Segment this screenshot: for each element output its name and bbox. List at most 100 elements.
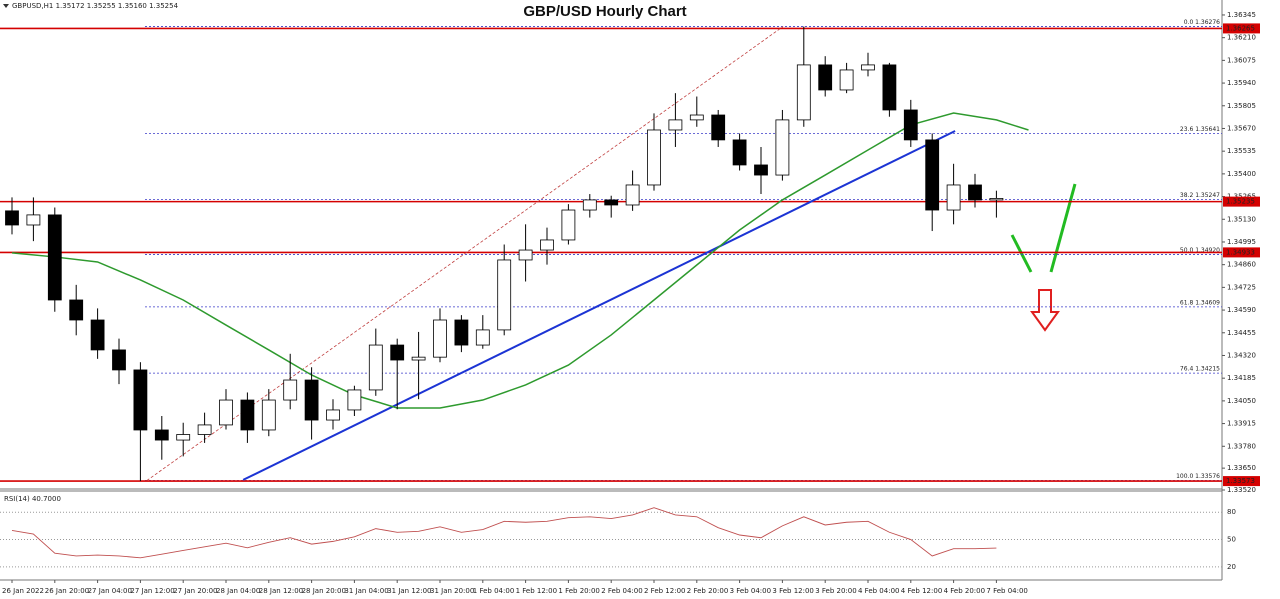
candle-body bbox=[283, 379, 298, 401]
x-tick-label: 27 Jan 04:00 bbox=[88, 587, 132, 595]
candle-body bbox=[775, 119, 790, 176]
candle-body bbox=[989, 198, 1004, 201]
candle-body bbox=[26, 214, 41, 226]
rsi-line bbox=[11, 507, 997, 559]
candle-body bbox=[219, 399, 233, 426]
y-tick-label: 1.34725 bbox=[1227, 283, 1256, 291]
candle-body bbox=[304, 379, 319, 421]
x-tick-label: 2 Feb 04:00 bbox=[601, 587, 642, 595]
y-tick-label: 1.36075 bbox=[1227, 56, 1256, 64]
x-tick-label: 1 Feb 20:00 bbox=[558, 587, 599, 595]
candle-body bbox=[475, 329, 490, 346]
y-tick-label: 1.34455 bbox=[1227, 329, 1256, 337]
candle-body bbox=[582, 199, 597, 211]
candle-body bbox=[197, 424, 212, 435]
candle-body bbox=[925, 139, 940, 211]
candle-body bbox=[689, 114, 704, 121]
candle-body bbox=[903, 109, 918, 141]
candle-body bbox=[454, 319, 469, 346]
candle-body bbox=[112, 349, 126, 371]
y-tick-label: 1.36210 bbox=[1227, 34, 1256, 42]
candle-body bbox=[47, 214, 62, 301]
x-tick-label: 27 Jan 20:00 bbox=[173, 587, 217, 595]
y-tick-label: 1.35535 bbox=[1227, 147, 1256, 155]
candle-body bbox=[754, 164, 768, 176]
y-tick-label: 1.34590 bbox=[1227, 306, 1256, 314]
candle-body bbox=[796, 64, 811, 121]
annotation-line bbox=[1049, 183, 1077, 273]
candle-body bbox=[411, 356, 426, 361]
fib-label: 76.4 1.34215 bbox=[1180, 366, 1220, 373]
y-tick-label: 1.34995 bbox=[1227, 238, 1256, 246]
down-arrow bbox=[1030, 289, 1060, 332]
candle-body bbox=[540, 239, 554, 251]
candle-body bbox=[968, 184, 982, 201]
chart-header: GBPUSD,H1 1.35172 1.35255 1.35160 1.3525… bbox=[12, 2, 179, 10]
level-tag bbox=[1223, 476, 1260, 487]
x-tick-label: 2 Feb 12:00 bbox=[644, 587, 685, 595]
candle-body bbox=[625, 184, 640, 206]
y-tick-label: 1.34050 bbox=[1227, 397, 1256, 405]
candle-body bbox=[604, 199, 619, 206]
candle-body bbox=[326, 409, 340, 421]
x-tick-label: 26 Jan 20:00 bbox=[45, 587, 89, 595]
level-tag bbox=[1223, 196, 1260, 207]
y-tick-label: 1.35805 bbox=[1227, 102, 1256, 110]
candle-body bbox=[861, 64, 875, 71]
trend-line bbox=[242, 130, 956, 481]
candle-body bbox=[561, 209, 576, 241]
x-tick-label: 28 Jan 12:00 bbox=[259, 587, 303, 595]
x-tick-label: 27 Jan 12:00 bbox=[130, 587, 174, 595]
x-tick-label: 26 Jan 2022 bbox=[2, 587, 44, 595]
chart-title: GBP/USD Hourly Chart bbox=[523, 3, 686, 20]
x-tick-label: 3 Feb 04:00 bbox=[730, 587, 771, 595]
x-tick-label: 28 Jan 20:00 bbox=[302, 587, 346, 595]
x-tick-label: 31 Jan 12:00 bbox=[387, 587, 431, 595]
x-tick-label: 3 Feb 12:00 bbox=[772, 587, 813, 595]
candle-body bbox=[69, 299, 84, 321]
candle-body bbox=[839, 69, 854, 91]
candle-body bbox=[668, 119, 683, 131]
candle-body bbox=[946, 184, 961, 211]
x-tick-label: 1 Feb 04:00 bbox=[473, 587, 514, 595]
x-tick-label: 31 Jan 04:00 bbox=[344, 587, 388, 595]
level-tag-label: 1.36265 bbox=[1226, 24, 1255, 32]
candle-body bbox=[347, 389, 362, 411]
y-tick-label: 1.34320 bbox=[1227, 351, 1256, 359]
x-tick-label: 2 Feb 20:00 bbox=[687, 587, 728, 595]
fib-label: 61.8 1.34609 bbox=[1180, 299, 1220, 306]
y-tick-label: 1.34860 bbox=[1227, 261, 1256, 269]
fib-label: 23.6 1.35641 bbox=[1180, 126, 1220, 133]
y-tick-label: 1.35130 bbox=[1227, 215, 1256, 223]
candle-body bbox=[154, 429, 169, 441]
level-tag bbox=[1223, 23, 1260, 34]
y-tick-label: 1.33520 bbox=[1227, 486, 1256, 494]
rsi-tick-label: 50 bbox=[1227, 536, 1236, 544]
x-tick-label: 4 Feb 12:00 bbox=[901, 587, 942, 595]
y-tick-label: 1.35400 bbox=[1227, 170, 1256, 178]
y-tick-label: 1.34185 bbox=[1227, 374, 1256, 382]
candle-body bbox=[390, 344, 405, 361]
y-tick-label: 1.33780 bbox=[1227, 442, 1256, 450]
fib-label: 100.0 1.33576 bbox=[1176, 473, 1220, 480]
candle-body bbox=[433, 319, 447, 358]
level-tag-label: 1.33573 bbox=[1226, 477, 1255, 485]
candle-body bbox=[261, 399, 276, 431]
y-tick-label: 1.33915 bbox=[1227, 420, 1256, 428]
candle-body bbox=[90, 319, 105, 351]
fib-label: 0.0 1.36276 bbox=[1184, 19, 1220, 26]
fib-label: 50.0 1.34920 bbox=[1180, 247, 1220, 254]
x-tick-label: 3 Feb 20:00 bbox=[815, 587, 856, 595]
rsi-tick-label: 80 bbox=[1227, 508, 1236, 516]
annotation-line bbox=[1010, 234, 1033, 273]
level-tag-label: 1.35235 bbox=[1226, 198, 1255, 206]
level-tag-label: 1.34933 bbox=[1226, 248, 1255, 256]
candle-body bbox=[518, 249, 533, 261]
candle-body bbox=[882, 64, 897, 111]
x-tick-label: 7 Feb 04:00 bbox=[986, 587, 1027, 595]
rsi-label: RSI(14) 40.7000 bbox=[4, 495, 61, 503]
candle-body bbox=[368, 344, 383, 391]
header-icon bbox=[3, 4, 9, 8]
y-tick-label: 1.33650 bbox=[1227, 464, 1256, 472]
